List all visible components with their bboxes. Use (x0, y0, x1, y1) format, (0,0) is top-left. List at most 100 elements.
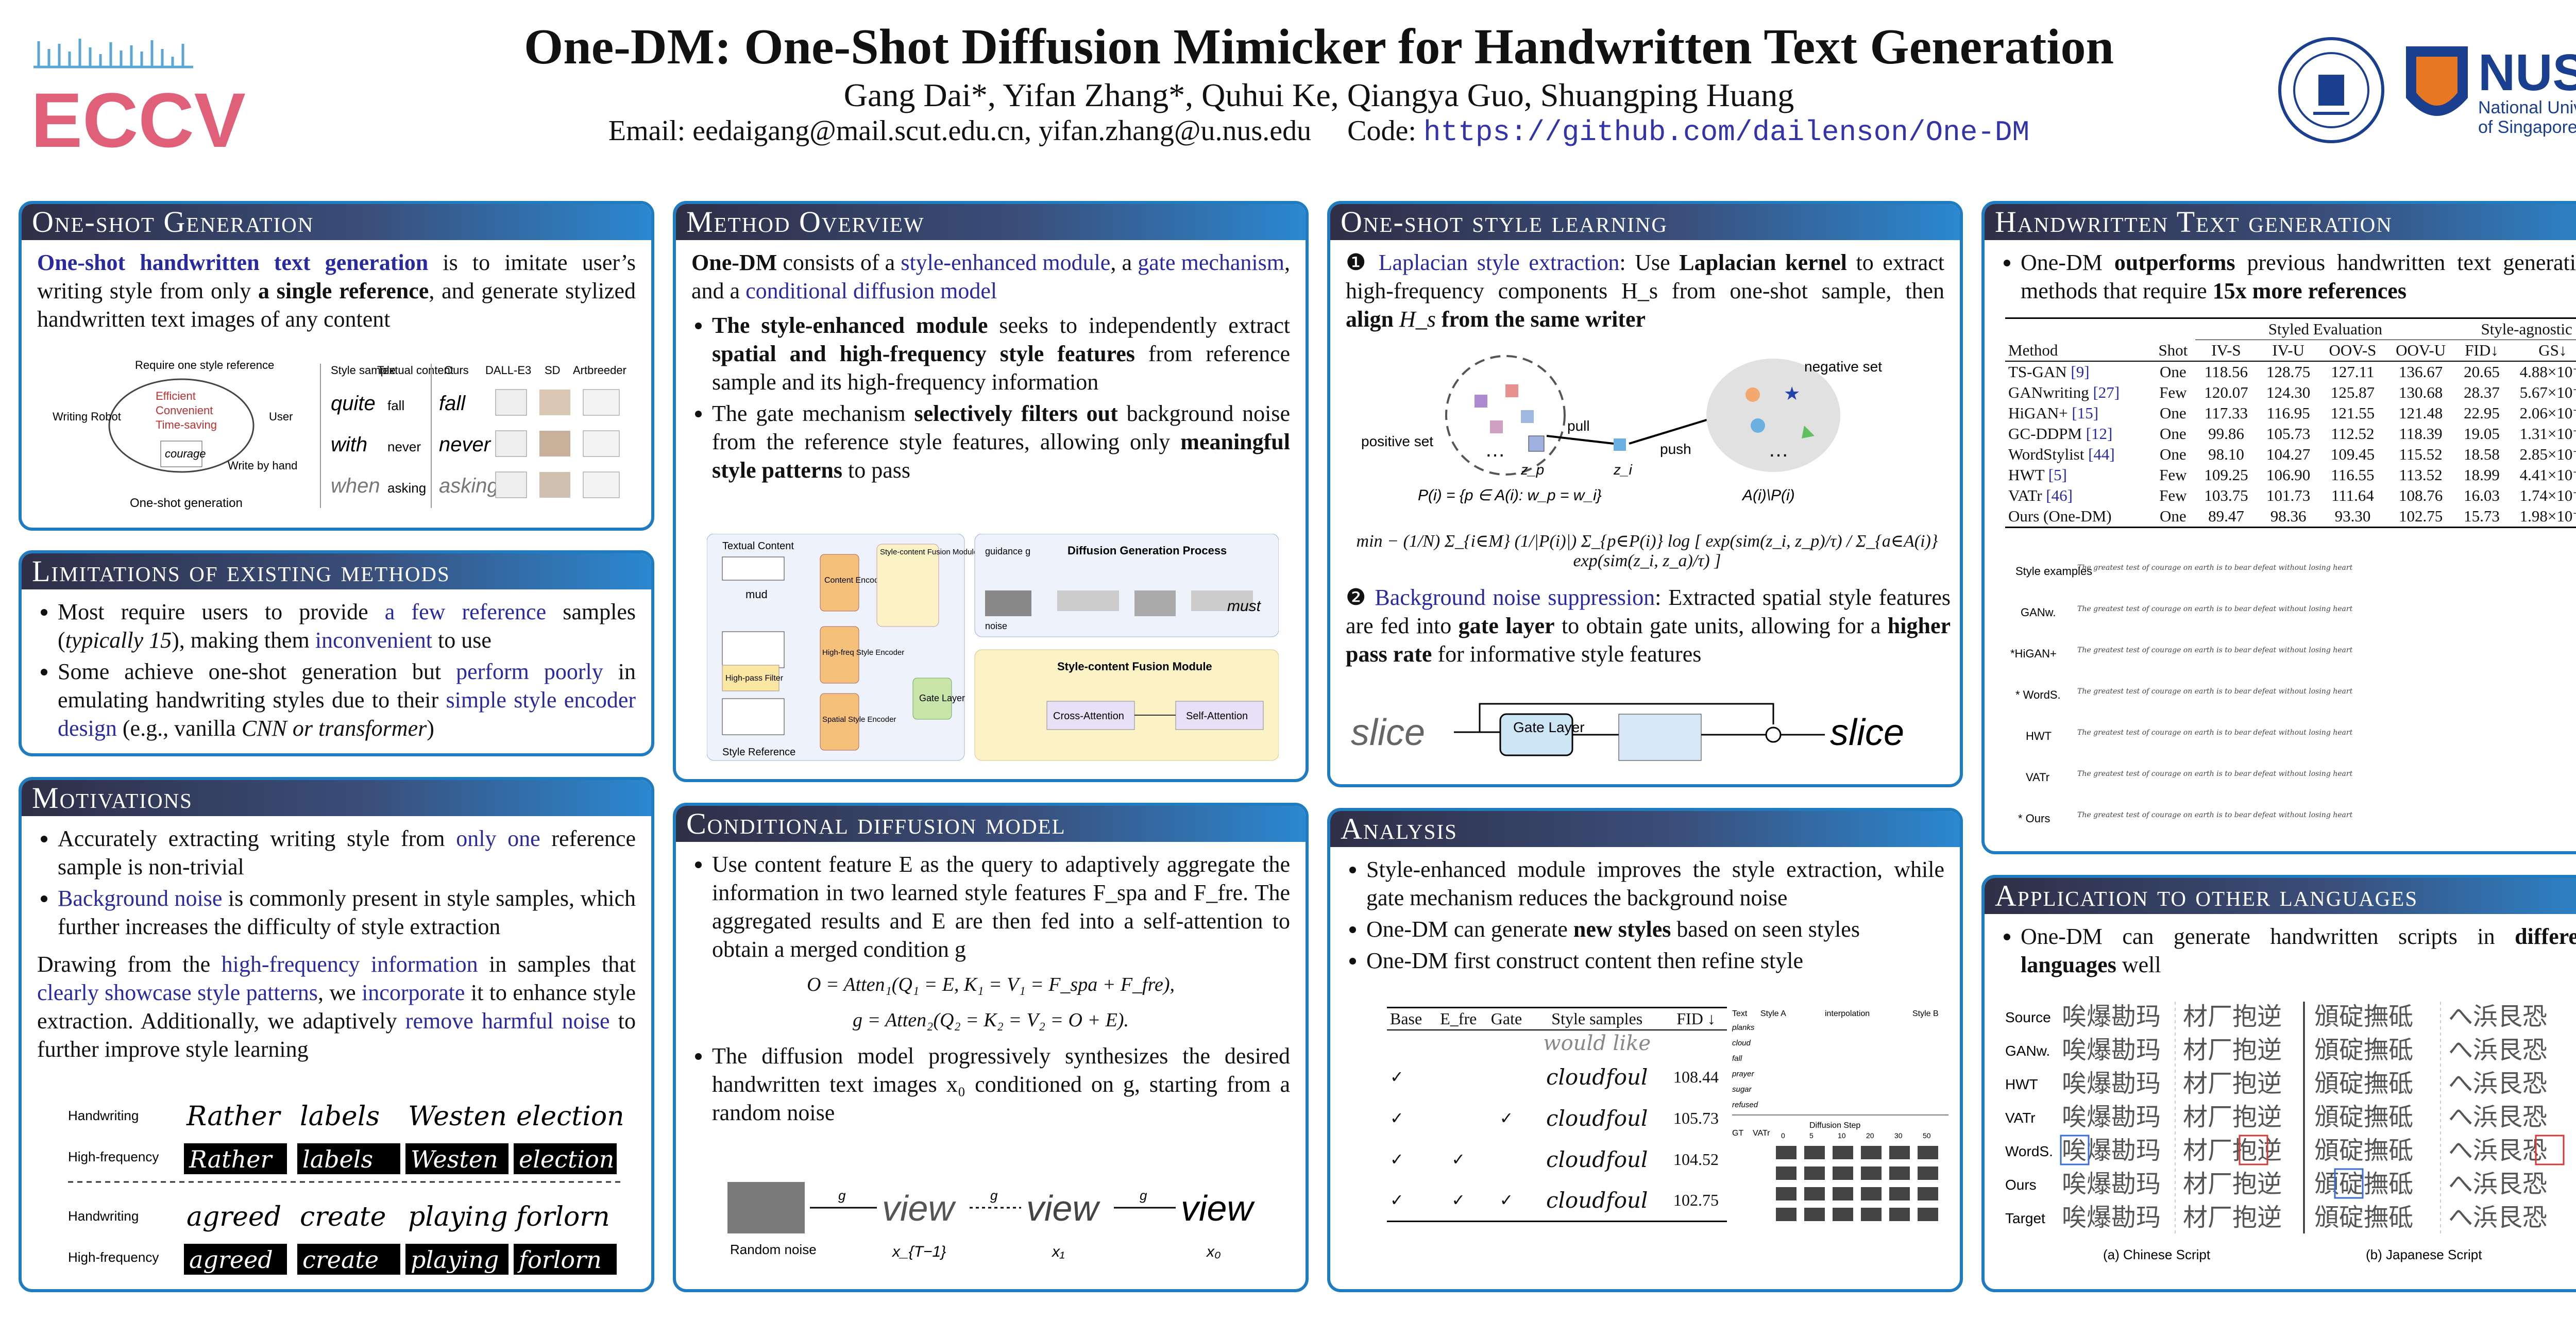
svg-text:The greatest test of courage o: The greatest test of courage on earth is… (2077, 646, 2353, 654)
panel-method-overview: Method Overview One-DM consists of a sty… (673, 201, 1309, 782)
svg-text:The greatest test of courage o: The greatest test of courage on earth is… (2077, 564, 2353, 572)
style-step-1: ❶ Laplacian style extraction: Use Laplac… (1346, 250, 1945, 332)
svg-text:DALL-E3: DALL-E3 (485, 364, 531, 377)
svg-text:唉爆勘玛: 唉爆勘玛 (2062, 1103, 2161, 1131)
svg-text:quite: quite (331, 392, 376, 415)
svg-text:The greatest test of courage o: The greatest test of courage on earth is… (2077, 605, 2353, 613)
panel-body: One-DM can generate handwritten scripts … (1985, 914, 2576, 979)
svg-text:noise: noise (985, 621, 1007, 631)
svg-text:User: User (269, 410, 293, 423)
poster-title: One-DM: One-Shot Diffusion Mimicker for … (524, 19, 2114, 75)
svg-text:Artbreeder: Artbreeder (573, 364, 626, 377)
svg-text:when: when (331, 475, 380, 497)
svg-text:Rather: Rather (186, 1101, 282, 1132)
svg-text:VATr: VATr (1753, 1129, 1770, 1138)
svg-text:頒碇撫砥: 頒碇撫砥 (2314, 1203, 2413, 1232)
svg-text:election: election (516, 1101, 624, 1132)
svg-text:…: … (1485, 438, 1505, 461)
svg-text:ECCV: ECCV (31, 77, 246, 155)
panel-title: Limitations of existing methods (22, 553, 651, 589)
panel-body: Accurately extracting writing style from… (22, 816, 651, 1063)
limitation-bullet-2: Some achieve one-shot generation but per… (58, 657, 636, 742)
oneshot-figure: Require one style reference Writing Robo… (53, 359, 630, 513)
svg-text:asking: asking (439, 475, 499, 497)
svg-text:Style B: Style B (1912, 1009, 1939, 1018)
htg-samples-figure: Style examples GANw. *HiGAN+ * WordS. HW… (2005, 554, 2576, 843)
svg-text:頒碇撫砥: 頒碇撫砥 (2314, 1002, 2413, 1031)
panel-title: Method Overview (676, 204, 1306, 240)
svg-text:Style A: Style A (1760, 1009, 1786, 1018)
svg-text:positive set: positive set (1361, 433, 1433, 449)
method-intro: One-DM consists of a style-enhanced modu… (691, 250, 1291, 303)
svg-text:P(i) = {p ∈ A(i): w_p = w_i}: P(i) = {p ∈ A(i): w_p = w_i} (1418, 487, 1602, 504)
svg-text:0: 0 (1781, 1131, 1785, 1140)
svg-text:forlorn: forlorn (514, 1202, 610, 1232)
svg-text:Content Encoder: Content Encoder (824, 576, 887, 585)
svg-text:唉爆勘玛: 唉爆勘玛 (2062, 1036, 2161, 1064)
svg-text:Handwriting: Handwriting (68, 1108, 139, 1123)
panel-body: Most require users to provide a few refe… (22, 589, 651, 742)
svg-text:GANw.: GANw. (2021, 606, 2056, 619)
table-row: HWT [5] Few 109.25 106.90 116.55 113.52 18.99 4… (2008, 466, 2576, 484)
panel-title: Analysis (1330, 811, 1960, 847)
svg-text:…: … (1768, 438, 1789, 461)
svg-text:Diffusion Generation Process: Diffusion Generation Process (1067, 544, 1227, 557)
svg-text:fall: fall (387, 398, 404, 413)
svg-text:Style Reference: Style Reference (722, 747, 795, 758)
svg-text:view: view (1181, 1188, 1255, 1228)
svg-text:Westen: Westen (411, 1145, 498, 1173)
svg-text:planks: planks (1732, 1023, 1755, 1032)
svg-text:High-freq Style Encoder: High-freq Style Encoder (822, 648, 904, 657)
svg-text:GANw.: GANw. (2005, 1043, 2050, 1059)
analysis-bullet-1: Style-enhanced module improves the style… (1366, 855, 1944, 912)
svg-text:High-frequency: High-frequency (68, 1249, 159, 1265)
svg-text:頒碇撫砥: 頒碇撫砥 (2314, 1069, 2413, 1098)
code-link[interactable]: https://github.com/dailenson/One-DM (1423, 116, 2030, 149)
svg-text:へ浜艮恐: へ浜艮恐 (2448, 1002, 2547, 1031)
panel-body: One-shot handwritten text generation is … (22, 240, 651, 333)
svg-text:mud: mud (745, 588, 768, 601)
svg-text:fall: fall (439, 392, 466, 415)
author-list: Gang Dai*, Yifan Zhang*, Quhui Ke, Qiang… (843, 77, 1794, 113)
email-addresses: eedaigang@mail.scut.edu.cn, yifan.zhang@… (692, 115, 1312, 147)
svg-text:guidance g: guidance g (985, 546, 1030, 556)
svg-text:Source: Source (2005, 1009, 2051, 1025)
svg-text:slice: slice (1830, 712, 1904, 753)
panel-title: Motivations (22, 780, 651, 816)
svg-text:Cross-Attention: Cross-Attention (1053, 711, 1124, 722)
svg-text:x₀: x₀ (1206, 1243, 1221, 1260)
svg-text:材厂抱逆: 材厂抱逆 (2183, 1203, 2282, 1232)
svg-text:forlorn: forlorn (517, 1246, 602, 1274)
svg-text:The greatest test of courage o: The greatest test of courage on earth is… (2077, 811, 2353, 819)
svg-text:never: never (439, 433, 492, 456)
method-bullet-2: The gate mechanism selectively filters o… (712, 399, 1290, 484)
svg-text:SD: SD (545, 364, 561, 377)
svg-text:(b) Japanese Script: (b) Japanese Script (2366, 1247, 2482, 1262)
svg-text:with: with (331, 433, 367, 456)
svg-text:Time-saving: Time-saving (156, 418, 217, 431)
panel-languages: Application to other languages One-DM ca… (1981, 875, 2576, 1292)
svg-text:Style-content Fusion Module: Style-content Fusion Module (880, 548, 978, 556)
analysis-bullet-3: One-DM first construct content then refi… (1366, 946, 1944, 975)
table-row: GC-DDPM [12] One 99.86 105.73 112.52 118.39 19… (2008, 425, 2576, 443)
motivation-bullet-1: Accurately extracting writing style from… (58, 824, 636, 881)
svg-text:Writing Robot: Writing Robot (53, 410, 121, 423)
svg-text:view: view (882, 1188, 956, 1228)
svg-text:Style examples: Style examples (2015, 565, 2092, 578)
svg-text:HWT: HWT (2026, 730, 2052, 742)
svg-text:へ浜艮恐: へ浜艮恐 (2448, 1170, 2547, 1198)
limitation-bullet-1: Most require users to provide a few refe… (58, 598, 636, 654)
panel-analysis: Analysis Style-enhanced module improves … (1327, 808, 1963, 1292)
svg-text:30: 30 (1894, 1131, 1903, 1140)
svg-text:10: 10 (1838, 1131, 1846, 1140)
scut-logo (2277, 36, 2385, 144)
method-figure: Textual Content mud Content Encoder High… (707, 534, 1279, 771)
svg-text:x₁: x₁ (1051, 1243, 1064, 1260)
svg-text:頒碇撫砥: 頒碇撫砥 (2314, 1103, 2413, 1131)
svg-text:唉爆勘玛: 唉爆勘玛 (2062, 1136, 2161, 1165)
contrastive-loss: min − (1/N) Σ_{i∈M} (1/|P(i)|) Σ_{p∈P(i)… (1356, 532, 1938, 570)
svg-text:Gate Layer: Gate Layer (919, 693, 965, 703)
svg-text:The greatest test of courage o: The greatest test of courage on earth is… (2077, 770, 2353, 778)
svg-text:へ浜艮恐: へ浜艮恐 (2448, 1069, 2547, 1098)
svg-text:* WordS.: * WordS. (2015, 688, 2061, 701)
